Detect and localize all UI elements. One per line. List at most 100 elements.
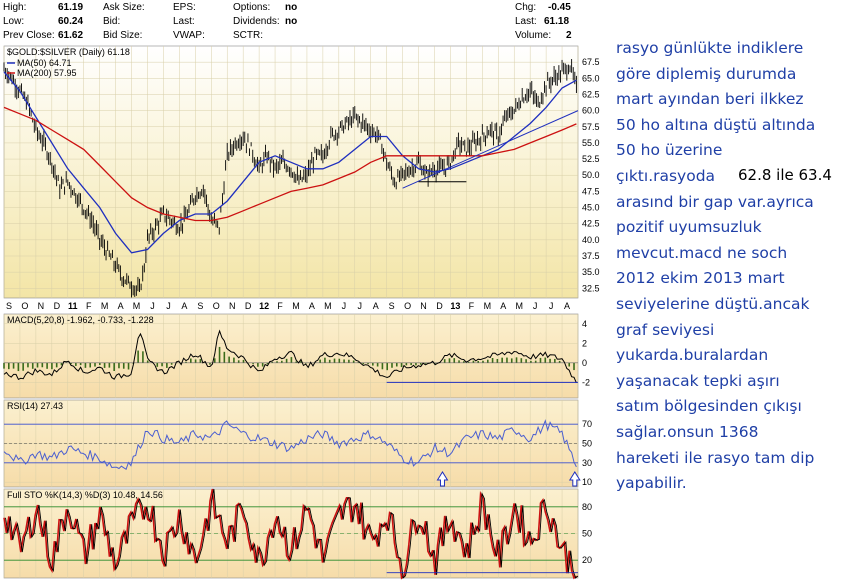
note-line: çıktı.rasyoda	[616, 166, 716, 185]
ask-size-label: Ask Size:	[103, 2, 145, 13]
y-tick-label: 50.0	[582, 170, 600, 180]
x-tick-label: A	[500, 301, 506, 311]
x-tick-label: S	[197, 301, 203, 311]
x-tick-label: O	[21, 301, 28, 311]
y-tick-label: 42.5	[582, 219, 600, 229]
note-line: sağlar.onsun 1368	[616, 422, 759, 441]
panel-title: $GOLD:$SILVER (Daily) 61.18	[7, 47, 130, 57]
panel-title: MACD(5,20,8) -1.962, -0.733, -1.228	[7, 315, 154, 325]
y-tick-label: 47.5	[582, 186, 600, 196]
y-tick-label: -2	[582, 377, 590, 387]
y-tick-label: 57.5	[582, 122, 600, 132]
y-tick-label: 10	[582, 477, 592, 487]
sto-k-line	[5, 488, 579, 579]
y-tick-label: 50	[582, 529, 592, 539]
rsi-line	[3, 419, 577, 470]
y-tick-label: 50	[582, 439, 592, 449]
panel-title: RSI(14) 27.43	[7, 401, 63, 411]
note-line: arasınd bir gap var.ayrıca	[616, 192, 814, 211]
prev-close-label: Prev Close:	[3, 30, 55, 41]
note-gap-range: 62.8 ile 63.4	[738, 166, 832, 184]
y-tick-label: 80	[582, 502, 592, 512]
x-tick-label: M	[484, 301, 492, 311]
y-tick-label: 60.0	[582, 106, 600, 116]
note-line: 50 ho altına düştü altında	[616, 115, 816, 134]
y-tick-label: 0	[582, 358, 587, 368]
stock-chart: 67.5 65.0 62.5 60.0 57.5 55.0 52.5 50.0 47.5 45.0…	[3, 45, 600, 580]
macd-line	[3, 329, 577, 384]
quote-header: High: 61.19 Low: 60.24 Prev Close: 61.62…	[0, 0, 580, 44]
x-tick-label: A	[564, 301, 570, 311]
y-tick-label: 62.5	[582, 89, 600, 99]
high-label: High:	[3, 2, 27, 13]
x-tick-label: M	[324, 301, 332, 311]
y-tick-label: 32.5	[582, 283, 600, 293]
x-tick-label: O	[213, 301, 220, 311]
chg-value: -0.45	[548, 2, 571, 13]
y-tick-label: 37.5	[582, 251, 600, 261]
chg-label: Chg:	[515, 2, 537, 13]
x-tick-label: N	[38, 301, 45, 311]
low-label: Low:	[3, 16, 25, 27]
x-tick-label: F	[469, 301, 475, 311]
trendline	[402, 110, 579, 189]
bid-label: Bid:	[103, 16, 121, 27]
x-tick-label: M	[515, 301, 523, 311]
high-value: 61.19	[58, 2, 84, 13]
y-tick-label: 67.5	[582, 57, 600, 67]
x-tick-label: A	[181, 301, 187, 311]
dividends-label: Dividends:	[233, 16, 280, 27]
y-tick-label: 70	[582, 419, 592, 429]
x-tick-label: 12	[259, 301, 269, 311]
x-tick-label: N	[229, 301, 236, 311]
options-value: no	[285, 2, 298, 13]
bid-size-label: Bid Size:	[103, 30, 143, 41]
y-tick-label: 20	[582, 555, 592, 565]
note-line: rasyo günlükte indiklere	[616, 39, 804, 57]
x-tick-label: M	[101, 301, 109, 311]
low-value: 60.24	[58, 16, 84, 27]
last-label: Last:	[173, 16, 195, 27]
x-tick-label: S	[6, 301, 12, 311]
x-tick-label: F	[277, 301, 283, 311]
x-tick-label: A	[309, 301, 315, 311]
x-tick-label: J	[358, 301, 363, 311]
note-line: yaşanacak tepki aşırı	[616, 371, 780, 390]
x-tick-label: 13	[450, 301, 460, 311]
x-tick-label: J	[150, 301, 155, 311]
y-tick-label: 4	[582, 319, 587, 329]
note-line: göre diplemiş durumda	[616, 64, 797, 83]
x-tick-label: J	[342, 301, 347, 311]
vwap-label: VWAP:	[173, 30, 205, 41]
note-line: yapabilir.	[616, 474, 687, 493]
y-tick-label: 40.0	[582, 235, 600, 245]
dividends-value: no	[285, 16, 298, 27]
last2-value: 61.18	[544, 16, 570, 27]
x-tick-label: J	[533, 301, 538, 311]
y-tick-label: 30	[582, 458, 592, 468]
y-tick-label: 45.0	[582, 203, 600, 213]
x-tick-label: 11	[68, 301, 78, 311]
x-tick-label: D	[54, 301, 61, 311]
sto-d-line	[3, 488, 577, 580]
x-tick-label: N	[420, 301, 427, 311]
x-tick-label: S	[389, 301, 395, 311]
note-line: 50 ho üzerine	[616, 141, 723, 160]
y-tick-label: 52.5	[582, 154, 600, 164]
x-tick-label: M	[133, 301, 141, 311]
volume-label: Volume:	[515, 30, 552, 41]
panel-title: Full STO %K(14,3) %D(3) 10.48, 14.56	[7, 490, 163, 500]
last2-label: Last:	[515, 16, 537, 27]
ma200-line	[3, 106, 577, 222]
y-tick-label: 2	[582, 338, 587, 348]
rsi-arrow	[568, 471, 581, 487]
x-tick-label: D	[245, 301, 252, 311]
y-tick-label: 35.0	[582, 267, 600, 277]
note-line: pozitif uyumsuzluk	[616, 218, 762, 237]
x-tick-label: O	[404, 301, 411, 311]
note-line: 2012 ekim 2013 mart	[616, 269, 785, 288]
sctr-label: SCTR:	[233, 30, 263, 41]
x-tick-label: M	[292, 301, 300, 311]
legend-label: MA(200) 57.95	[17, 68, 77, 78]
x-tick-label: A	[118, 301, 124, 311]
